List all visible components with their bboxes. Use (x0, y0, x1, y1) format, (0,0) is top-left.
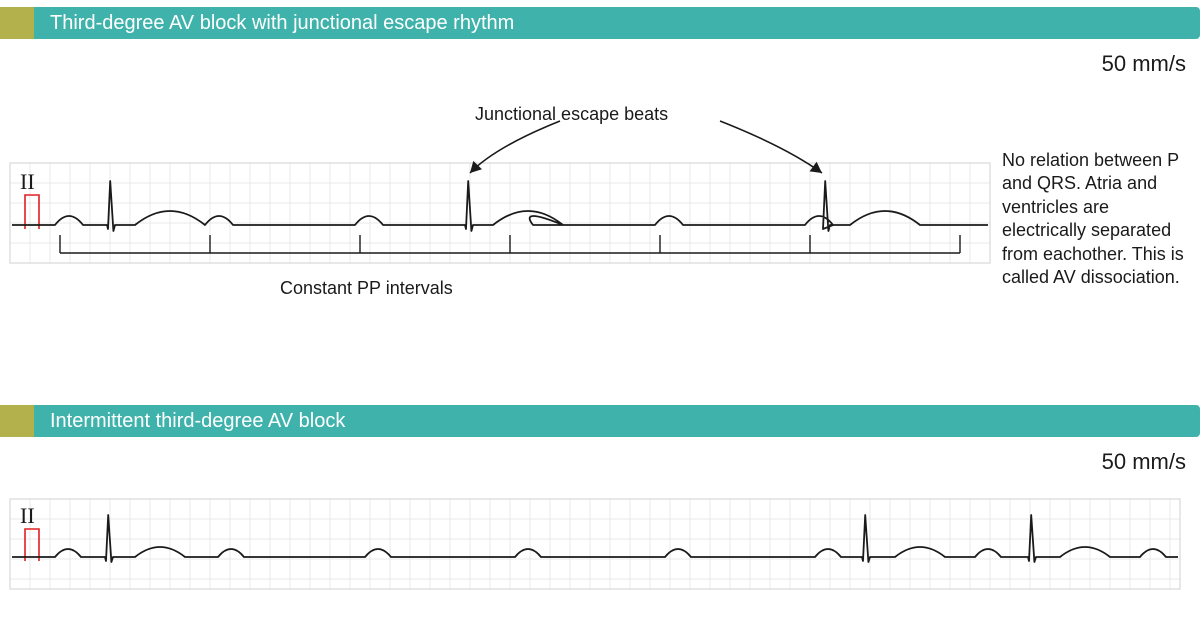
lead-label-2: II (20, 503, 35, 529)
section-intermittent-block: Intermittent third-degree AV block 50 mm… (0, 405, 1200, 595)
ecg2-svg (0, 495, 1200, 595)
accent-block (0, 405, 34, 437)
section1-title: Third-degree AV block with junctional es… (50, 12, 514, 35)
ecg2-container: II (0, 495, 1200, 595)
section-third-degree-block: Third-degree AV block with junctional es… (0, 0, 1200, 313)
junctional-escape-label: Junctional escape beats (475, 103, 668, 126)
av-dissociation-note: No relation between P and QRS. Atria and… (1002, 149, 1192, 289)
lead-label-1: II (20, 169, 35, 195)
speed-label-1: 50 mm/s (0, 51, 1186, 77)
section2-title-bar: Intermittent third-degree AV block (34, 405, 1200, 437)
accent-block (0, 7, 34, 39)
pp-intervals-label: Constant PP intervals (280, 277, 453, 300)
section2-title: Intermittent third-degree AV block (50, 410, 345, 433)
section2-header: Intermittent third-degree AV block (0, 405, 1200, 437)
speed-label-2: 50 mm/s (0, 449, 1186, 475)
section1-header: Third-degree AV block with junctional es… (0, 7, 1200, 39)
section1-title-bar: Third-degree AV block with junctional es… (34, 7, 1200, 39)
ecg1-container: Junctional escape beats II No relation b… (0, 113, 1200, 313)
